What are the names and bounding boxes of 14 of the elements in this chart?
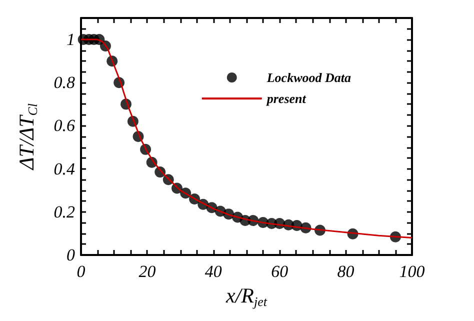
x-tick-label: 100 <box>399 262 426 281</box>
y-tick-label: 0.4 <box>54 159 76 178</box>
y-tick-label: 0.8 <box>54 73 76 92</box>
y-tick-label: 0.2 <box>54 202 76 222</box>
y-tick-label: 0 <box>66 246 76 264</box>
y-tick-label: 0.6 <box>54 116 76 136</box>
x-tick-label: 80 <box>337 262 355 281</box>
x-tick-label: 40 <box>204 262 222 281</box>
y-axis-title: ΔT/ΔTCl <box>14 103 40 171</box>
y-tick-label: 1 <box>66 30 75 50</box>
legend-label: Lockwood Data <box>266 70 352 85</box>
x-tick-label: 60 <box>271 262 289 281</box>
legend-label: present <box>266 91 306 106</box>
x-tick-label: 20 <box>138 262 156 281</box>
